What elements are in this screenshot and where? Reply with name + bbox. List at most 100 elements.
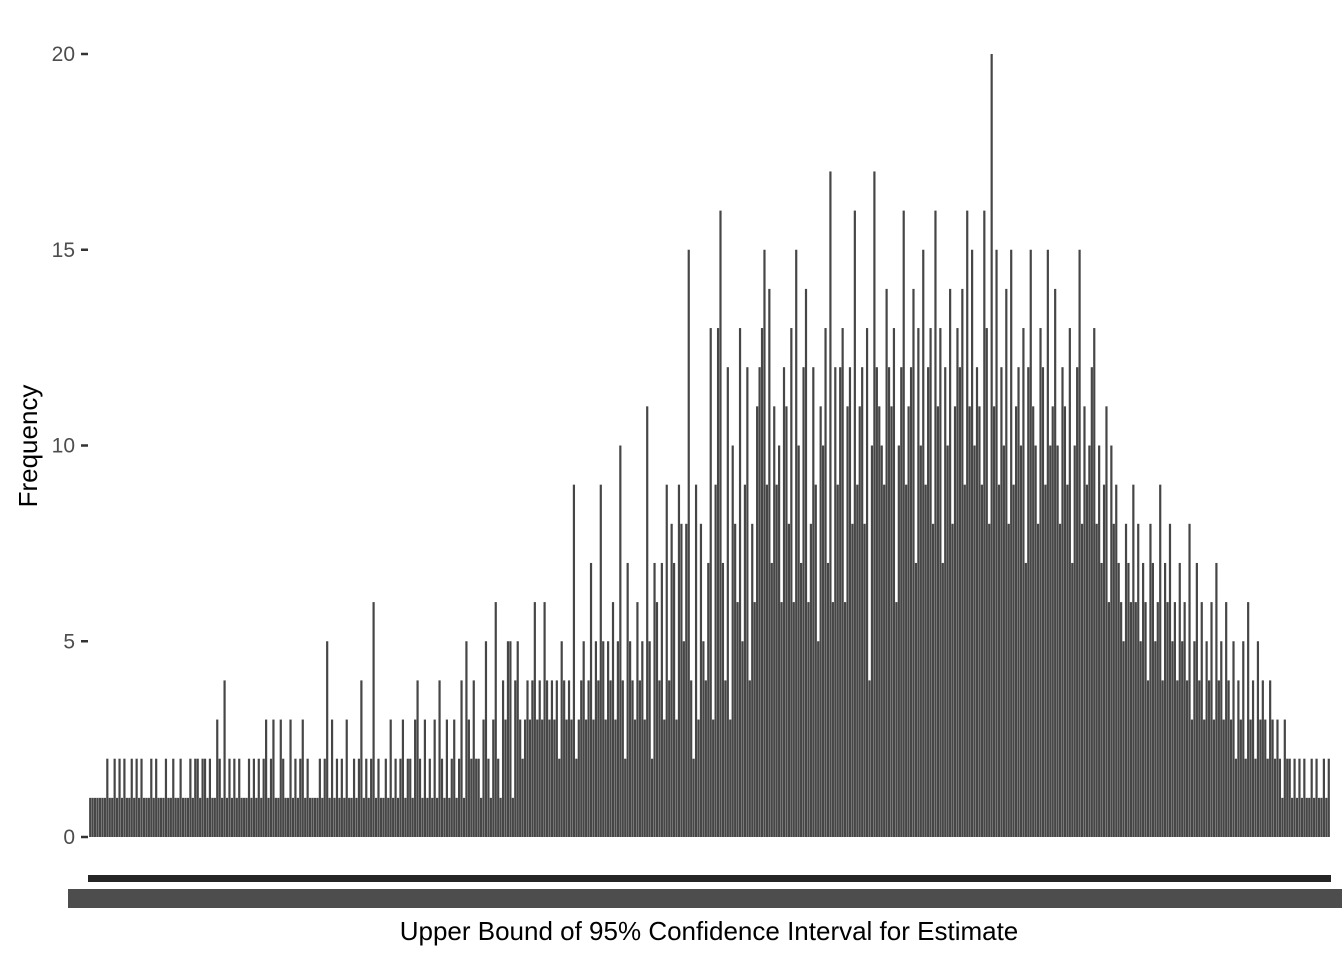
bar	[406, 758, 409, 837]
bar	[423, 719, 426, 837]
bar	[1278, 758, 1282, 837]
bar	[648, 641, 651, 837]
bar	[243, 797, 246, 837]
bar	[650, 758, 654, 837]
bar	[367, 797, 370, 837]
bar	[245, 797, 248, 837]
bar	[638, 680, 641, 837]
bar	[1054, 288, 1057, 837]
bar	[1117, 562, 1120, 837]
bar	[296, 797, 299, 837]
bar	[687, 249, 690, 837]
bar	[624, 758, 627, 837]
bar	[299, 758, 302, 837]
bar	[907, 406, 910, 837]
bar	[1049, 445, 1052, 837]
bar	[260, 797, 263, 837]
bar	[758, 367, 761, 837]
bar	[472, 680, 475, 837]
bar	[1000, 367, 1003, 837]
bar	[631, 680, 634, 837]
bar	[856, 484, 859, 837]
bar	[194, 758, 197, 837]
bar	[443, 797, 446, 837]
bar	[484, 641, 488, 837]
bar	[177, 797, 180, 837]
bar	[384, 758, 387, 837]
bar	[1181, 641, 1184, 837]
bar	[589, 562, 593, 837]
bar	[1083, 406, 1086, 837]
bar	[357, 758, 361, 837]
bar	[211, 797, 214, 837]
bar	[492, 719, 495, 837]
bar	[949, 288, 952, 837]
bar	[137, 797, 141, 837]
bar	[843, 602, 847, 837]
bar	[526, 680, 529, 837]
bar	[934, 210, 937, 838]
bar	[265, 719, 268, 837]
bar	[179, 758, 182, 837]
bar	[133, 797, 136, 837]
bar	[748, 680, 751, 837]
bar	[115, 797, 119, 837]
bar	[807, 602, 810, 837]
bar	[782, 367, 786, 837]
bar	[235, 797, 238, 837]
bar	[1132, 484, 1135, 837]
bar	[1076, 367, 1079, 837]
bar	[1210, 602, 1213, 837]
bar	[812, 367, 815, 837]
bar	[523, 719, 527, 837]
bar	[304, 797, 307, 837]
bar	[697, 719, 700, 837]
bar	[411, 797, 414, 837]
bar	[465, 641, 468, 837]
bar	[487, 758, 490, 837]
bar	[1242, 641, 1245, 837]
bar	[1078, 249, 1081, 837]
bar	[382, 797, 385, 837]
bar	[421, 797, 424, 837]
bar	[905, 484, 908, 837]
bar	[814, 484, 817, 837]
bar	[221, 797, 224, 837]
bar	[489, 797, 492, 837]
bar	[387, 797, 390, 837]
bar	[741, 641, 744, 837]
bar	[765, 484, 769, 837]
bar	[726, 367, 729, 837]
bar	[294, 758, 297, 837]
bar	[1122, 641, 1125, 837]
bar	[257, 758, 260, 837]
bar	[1017, 367, 1020, 837]
bar	[238, 758, 241, 837]
bar	[1183, 602, 1186, 837]
bar	[228, 758, 231, 837]
bar	[592, 719, 595, 837]
bar	[1244, 758, 1247, 837]
bar	[572, 484, 576, 837]
bar	[111, 797, 114, 837]
bar	[1137, 523, 1140, 837]
bar	[1129, 602, 1132, 837]
bar	[323, 758, 326, 837]
bar	[467, 719, 470, 837]
bar	[770, 562, 773, 837]
bar	[836, 484, 839, 837]
bar	[721, 562, 725, 837]
y-tick-label: 0	[63, 826, 75, 849]
bar	[597, 680, 600, 837]
bar	[599, 484, 602, 837]
bar	[787, 523, 790, 837]
bar	[760, 328, 764, 837]
bar	[795, 249, 798, 837]
x-tick-labels-overlap	[68, 889, 1342, 908]
bar	[658, 680, 661, 837]
bar	[389, 719, 392, 837]
bar	[1205, 641, 1208, 837]
bar	[1212, 719, 1216, 837]
bar	[958, 367, 961, 837]
